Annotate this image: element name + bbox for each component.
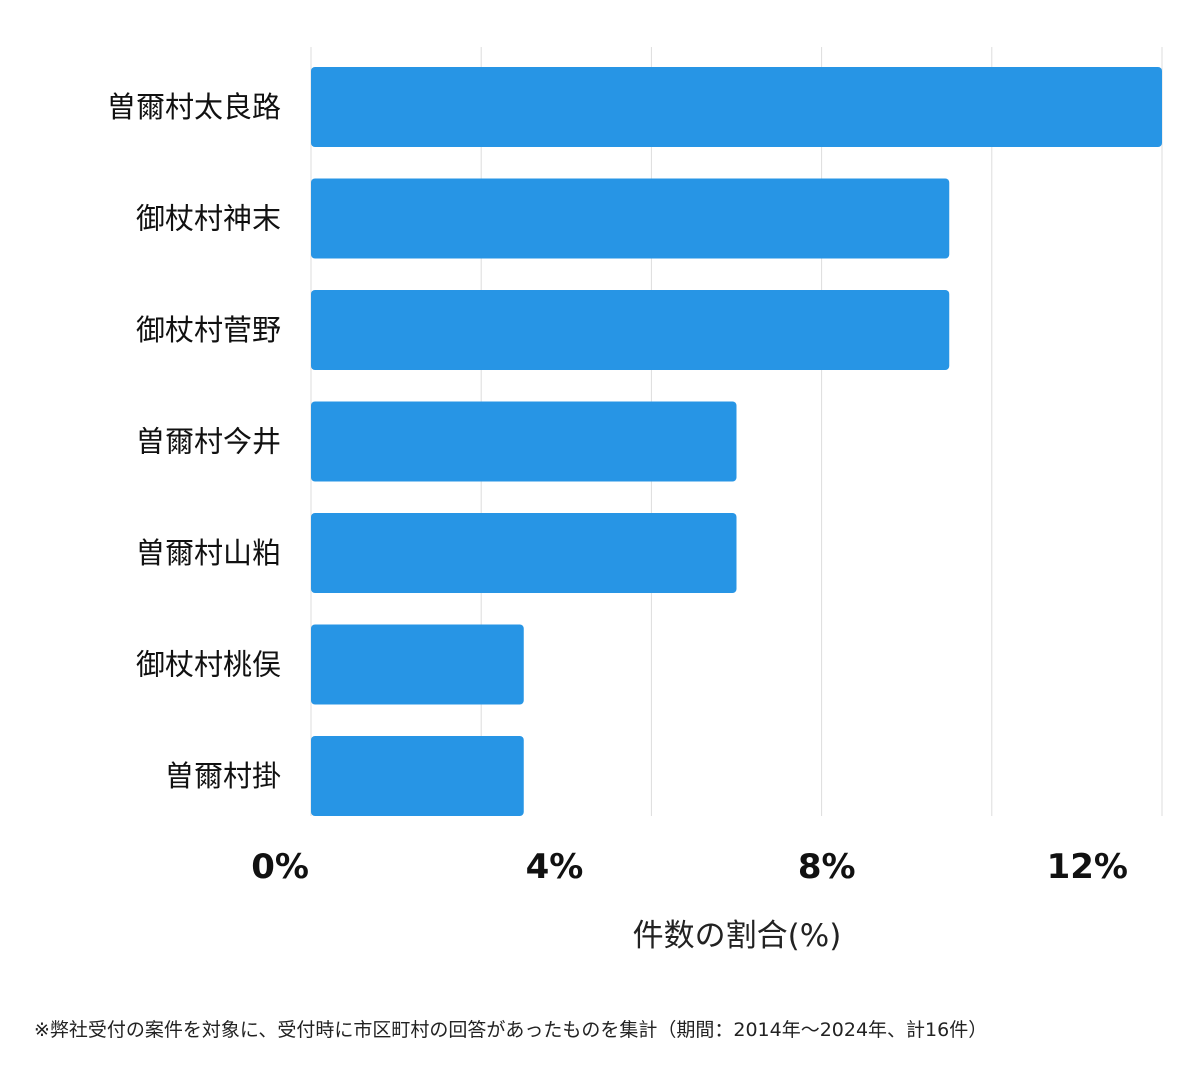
x-axis-title: 件数の割合(%) xyxy=(633,918,842,954)
category-label: 御杖村桃俣 xyxy=(136,648,281,682)
category-label: 曽爾村山粕 xyxy=(136,536,281,570)
x-tick-label: 4% xyxy=(526,847,584,887)
bars xyxy=(311,67,1162,816)
x-tick-label: 0% xyxy=(251,847,309,887)
bar xyxy=(311,736,524,816)
bar xyxy=(311,624,524,705)
category-label: 曽爾村太良路 xyxy=(107,90,281,124)
x-tick-label: 8% xyxy=(798,847,856,887)
bar xyxy=(311,401,737,482)
category-label: 曽爾村掛 xyxy=(165,759,281,793)
bar xyxy=(311,513,737,593)
category-label: 御杖村菅野 xyxy=(136,313,281,347)
bar xyxy=(311,290,950,370)
category-label: 御杖村神末 xyxy=(136,202,281,236)
bar xyxy=(311,178,950,259)
footnote: ※弊社受付の案件を対象に、受付時に市区町村の回答があったものを集計（期間：201… xyxy=(34,1019,988,1041)
x-tick-labels: 0% 4% 8% 12% xyxy=(251,847,1128,887)
x-tick-label: 12% xyxy=(1047,847,1128,887)
bar xyxy=(311,67,1162,147)
category-label: 曽爾村今井 xyxy=(136,425,281,459)
